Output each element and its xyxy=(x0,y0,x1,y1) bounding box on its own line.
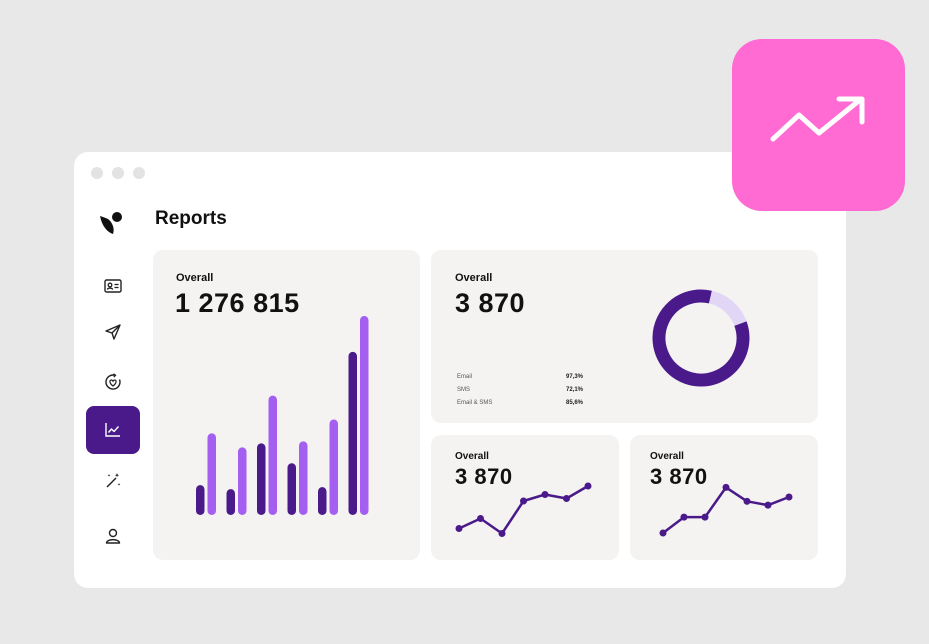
trending-badge xyxy=(732,39,905,211)
bar-chart xyxy=(196,316,369,515)
user-icon xyxy=(105,528,121,544)
sidebar-item-loyalty[interactable] xyxy=(86,358,140,406)
line-chart-icon xyxy=(105,423,120,437)
data-point-6 xyxy=(764,501,772,509)
card-label: Overall xyxy=(455,272,493,284)
data-point-5 xyxy=(743,497,751,505)
data-point-3 xyxy=(498,530,506,537)
series-line xyxy=(662,486,790,534)
paper-plane-icon xyxy=(105,324,121,340)
stat-row-email-sms: Email & SMS 85,6% xyxy=(457,396,583,409)
bar-group-6-series-2 xyxy=(360,316,369,515)
brand-logo-icon[interactable] xyxy=(98,210,126,238)
data-point-2 xyxy=(680,513,688,521)
data-point-4 xyxy=(520,497,527,505)
window-dot-minimize[interactable] xyxy=(112,167,124,179)
bar-group-3-series-1 xyxy=(257,443,266,515)
sidebar-item-profile[interactable] xyxy=(86,512,140,560)
line-chart-right xyxy=(659,483,793,537)
data-point-2 xyxy=(477,515,484,522)
sidebar-item-contacts[interactable] xyxy=(86,262,140,310)
overall-line-card-right: Overall 3 870 xyxy=(630,435,818,560)
data-point-1 xyxy=(455,525,463,532)
data-point-5 xyxy=(541,491,549,498)
bar-group-2-series-2 xyxy=(238,447,247,515)
data-point-1 xyxy=(659,529,667,537)
contact-card-icon xyxy=(104,279,122,293)
data-point-6 xyxy=(563,495,570,502)
stat-name: Email xyxy=(457,373,473,380)
stat-name: SMS xyxy=(457,386,471,393)
stat-value: 72,1% xyxy=(565,386,583,393)
line-chart-left xyxy=(455,482,592,537)
heart-refresh-icon xyxy=(105,373,121,390)
page-title: Reports xyxy=(155,208,227,229)
bar-group-4-series-2 xyxy=(299,441,308,515)
bar-group-2-series-1 xyxy=(226,489,235,515)
stat-row-email: Email 97,3% xyxy=(457,370,583,383)
card-value: 3 870 xyxy=(455,288,526,318)
channel-stats: Email 97,3% SMS 72,1% Email & SMS 85,6% xyxy=(457,370,583,409)
card-value: 1 276 815 xyxy=(175,288,300,318)
bar-group-3-series-2 xyxy=(268,395,277,515)
data-point-7 xyxy=(584,482,592,490)
window-dot-close[interactable] xyxy=(91,167,103,179)
app-window: Reports Overall 1 276 815 Overall 3 870 … xyxy=(74,152,846,588)
sidebar-item-reports[interactable] xyxy=(86,406,140,454)
series-line xyxy=(458,484,589,535)
data-point-7 xyxy=(785,493,793,501)
stat-value: 85,6% xyxy=(565,399,583,406)
bar-group-1-series-1 xyxy=(196,485,205,515)
bar-group-1-series-2 xyxy=(207,433,216,515)
data-point-4 xyxy=(722,483,730,491)
bar-group-5-series-1 xyxy=(318,487,327,515)
card-label: Overall xyxy=(455,451,489,462)
stat-name: Email & SMS xyxy=(457,399,493,406)
overall-line-card-left: Overall 3 870 xyxy=(431,435,619,560)
card-label: Overall xyxy=(650,451,684,462)
bar-group-4-series-1 xyxy=(287,463,296,515)
donut-chart xyxy=(652,289,750,387)
stat-row-sms: SMS 72,1% xyxy=(457,383,583,396)
card-label: Overall xyxy=(176,272,214,284)
data-point-3 xyxy=(701,513,709,521)
card-value: 3 870 xyxy=(455,464,513,489)
magic-wand-icon xyxy=(106,473,121,488)
sidebar-item-automation[interactable] xyxy=(86,457,140,505)
window-dot-maximize[interactable] xyxy=(133,167,145,179)
window-controls xyxy=(91,167,145,179)
overall-bar-card: Overall 1 276 815 xyxy=(153,250,420,560)
sidebar-item-campaigns[interactable] xyxy=(86,308,140,356)
card-value: 3 870 xyxy=(650,464,708,489)
bar-group-5-series-2 xyxy=(329,419,338,515)
overall-donut-card: Overall 3 870 Email 97,3% SMS 72,1% Emai… xyxy=(431,250,818,423)
trending-up-icon xyxy=(770,96,864,142)
bar-group-6-series-1 xyxy=(348,351,357,515)
stat-value: 97,3% xyxy=(565,373,583,380)
donut-slice-1 xyxy=(652,289,750,387)
